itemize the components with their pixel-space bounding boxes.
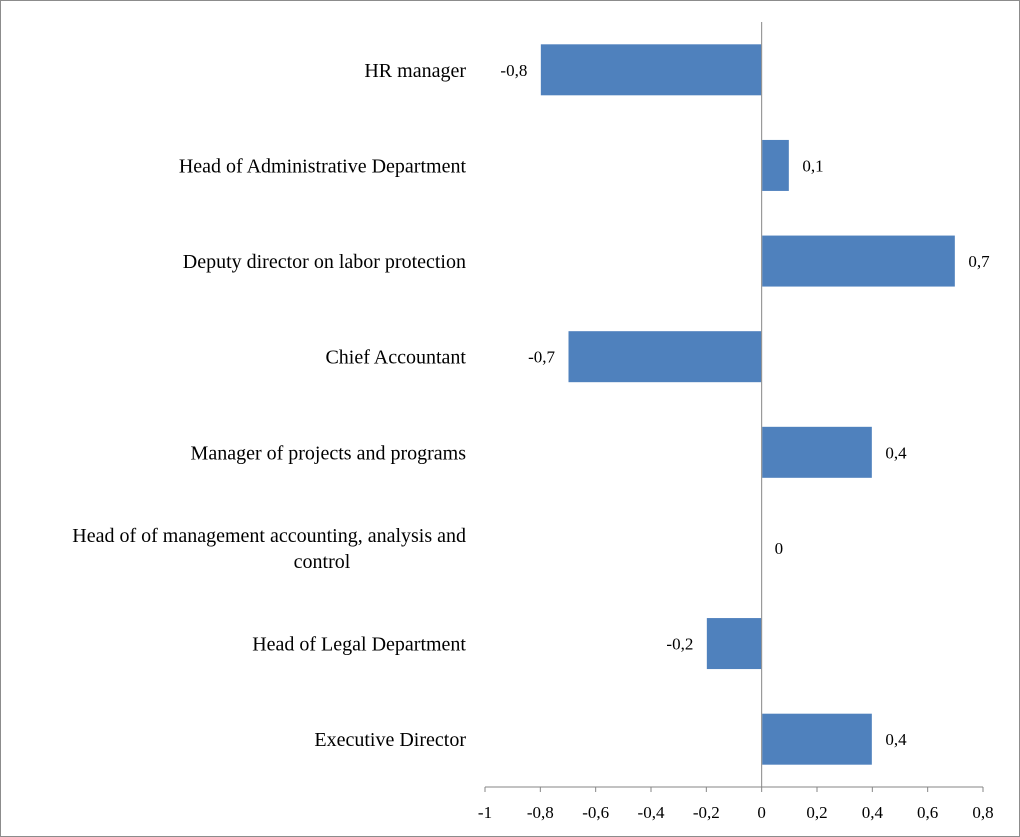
data-label: -0,8 [500,61,527,80]
category-label: Executive Director [314,729,466,751]
x-tick-label: 0,4 [862,803,884,822]
bars-group [539,43,956,766]
category-label: HR manager [364,60,466,82]
bar [567,330,763,384]
data-label: 0,1 [802,156,823,175]
category-label: Manager of projects and programs [191,442,467,464]
axes-group [484,22,984,792]
x-tick-label: 0,6 [917,803,938,822]
bar [761,234,956,288]
bar [761,425,873,479]
data-label: 0 [775,539,784,558]
labels-group: -0,8 HR manager 0,1 Head of Administrative … [72,60,993,822]
x-tick-label: 0,2 [806,803,827,822]
data-label: -0,7 [528,348,555,367]
category-label: Head of Legal Department [252,634,466,656]
category-label: Deputy director on labor protection [183,251,466,273]
x-tick-label: 0,8 [972,803,993,822]
bar [761,712,873,766]
data-label: -0,2 [666,635,693,654]
x-tick-label: -0,2 [693,803,720,822]
x-tick-label: -0,8 [527,803,554,822]
bar [539,43,763,97]
category-label: Head of Administrative Department [179,155,467,177]
x-tick-label: 0 [757,803,766,822]
x-tick-label: -0,4 [638,803,665,822]
category-label: Head of of management accounting, analys… [72,525,466,547]
bar [705,617,763,671]
x-tick-label: -1 [478,803,492,822]
category-label: Chief Accountant [325,347,466,369]
data-label: 0,7 [968,252,990,271]
data-label: 0,4 [885,730,907,749]
x-tick-label: -0,6 [582,803,609,822]
bar [761,138,790,192]
category-label: control [294,551,351,573]
data-label: 0,4 [885,443,907,462]
